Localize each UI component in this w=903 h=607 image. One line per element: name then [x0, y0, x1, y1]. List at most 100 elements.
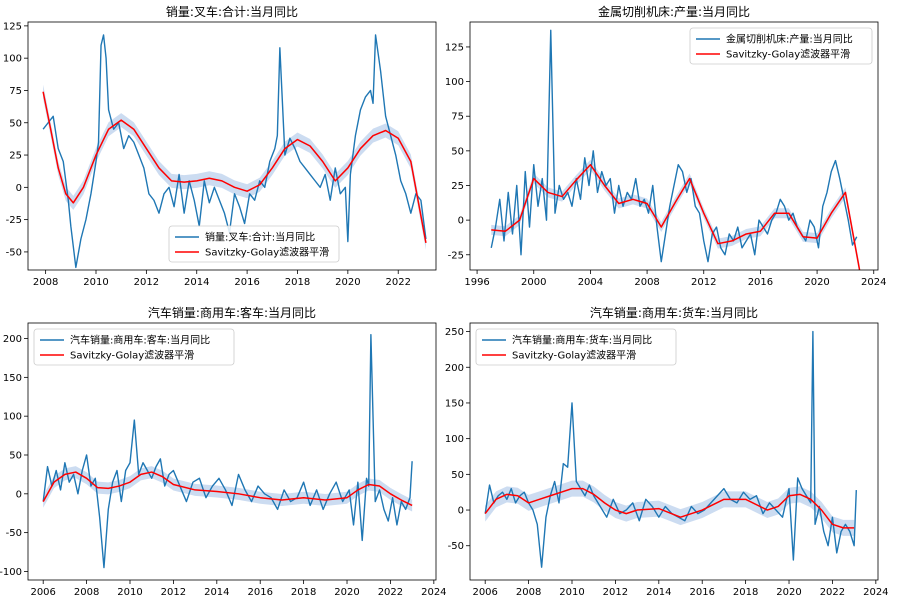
chart-panel-4: 汽车销量:商用车:货车:当月同比 2006 2008 2010 2012 2014 2016… — [445, 305, 889, 598]
y-tick-label: -25 — [448, 250, 464, 261]
x-tick-label: 2018 — [291, 587, 316, 598]
legend-label: Savitzky-Golay滤波器平滑 — [205, 246, 329, 259]
plot-area — [490, 29, 861, 270]
legend-label: 汽车销量:商用车:货车:当月同比 — [512, 334, 652, 347]
y-tick-label: -50 — [6, 528, 22, 539]
y-tick-label: 75 — [451, 112, 464, 123]
x-tick-label: 2016 — [247, 587, 272, 598]
x-tick-label: 2016 — [234, 277, 259, 288]
series-line-smoothed — [42, 91, 427, 244]
x-tick-label: 2018 — [733, 587, 758, 598]
x-tick-label: 2022 — [378, 587, 403, 598]
x-tick-label: 2020 — [776, 587, 801, 598]
chart-title: 销量:叉车:合计:当月同比 — [166, 4, 298, 19]
x-tick-label: 2008 — [74, 587, 99, 598]
y-tick-label: 25 — [451, 181, 464, 192]
x-tick-label: 2020 — [334, 587, 359, 598]
plot-area — [42, 333, 413, 569]
x-tick-label: 1996 — [464, 277, 489, 288]
x-tick-label: 2024 — [863, 587, 888, 598]
x-tick-label: 2006 — [472, 587, 497, 598]
x-tick-label: 2012 — [161, 587, 186, 598]
y-tick-label: 100 — [445, 77, 464, 88]
x-tick-label: 2010 — [83, 277, 108, 288]
y-tick-label: 0 — [16, 183, 22, 194]
y-tick-label: 250 — [445, 327, 464, 338]
legend-box — [33, 328, 235, 366]
x-tick-label: 2000 — [521, 277, 546, 288]
chart-panel-2: 金属切削机床:产量:当月同比 1996 2000 2004 2008 2012 2016 20… — [445, 4, 887, 288]
y-tick-label: -50 — [448, 541, 464, 552]
x-tick-label: 2010 — [117, 587, 142, 598]
x-tick-label: 2012 — [134, 277, 159, 288]
legend-box — [168, 225, 340, 263]
x-tick-label: 2004 — [578, 277, 603, 288]
x-tick-label: 2008 — [516, 587, 541, 598]
y-tick-label: 0 — [458, 216, 464, 227]
x-tick-label: 2010 — [559, 587, 584, 598]
legend-label: 销量:叉车:合计:当月同比 — [205, 231, 315, 244]
y-tick-label: 100 — [3, 54, 22, 65]
x-tick-label: 2020 — [804, 277, 829, 288]
y-tick-label: 0 — [458, 506, 464, 517]
x-tick-label: 2014 — [184, 277, 209, 288]
x-tick-label: 2018 — [285, 277, 310, 288]
y-tick-label: 50 — [451, 146, 464, 157]
y-tick-label: -50 — [6, 247, 22, 258]
x-tick-label: 2022 — [385, 277, 410, 288]
legend-label: 汽车销量:商用车:客车:当月同比 — [70, 334, 210, 347]
x-tick-label: 2024 — [861, 277, 886, 288]
legend-label: Savitzky-Golay滤波器平滑 — [70, 349, 194, 362]
smoothing-band — [491, 159, 860, 270]
legend-label: 金属切削机床:产量:当月同比 — [726, 33, 853, 46]
y-tick-label: 150 — [445, 398, 464, 409]
y-tick-label: -100 — [0, 567, 22, 578]
y-tick-label: 125 — [3, 21, 22, 32]
y-tick-label: 150 — [3, 373, 22, 384]
y-tick-label: 50 — [451, 470, 464, 481]
y-tick-label: 75 — [9, 86, 22, 97]
x-tick-label: 2006 — [30, 587, 55, 598]
y-tick-label: 0 — [16, 489, 22, 500]
y-tick-label: 25 — [9, 151, 22, 162]
legend-box — [475, 328, 677, 366]
y-tick-label: 50 — [9, 450, 22, 461]
series-line-smoothed — [42, 471, 413, 507]
y-tick-label: 50 — [9, 118, 22, 129]
x-tick-label: 2014 — [646, 587, 671, 598]
series-line-raw — [42, 333, 413, 569]
smoothing-band — [43, 84, 426, 250]
plot-frame — [27, 21, 437, 271]
x-tick-label: 2014 — [204, 587, 229, 598]
legend-box — [689, 27, 873, 65]
x-tick-label: 2020 — [335, 277, 360, 288]
legend-label: Savitzky-Golay滤波器平滑 — [512, 349, 636, 362]
series-line-raw — [484, 330, 857, 568]
series-line-smoothed — [484, 487, 855, 529]
plot-area — [484, 330, 857, 568]
series-line-smoothed — [491, 163, 861, 270]
chart-title: 金属切削机床:产量:当月同比 — [598, 4, 750, 19]
legend-label: Savitzky-Golay滤波器平滑 — [726, 48, 850, 61]
x-tick-label: 2012 — [691, 277, 716, 288]
x-tick-label: 2024 — [421, 587, 446, 598]
x-tick-label: 2022 — [820, 587, 845, 598]
plot-frame — [27, 322, 437, 581]
chart-title: 汽车销量:商用车:货车:当月同比 — [590, 305, 758, 320]
x-tick-label: 2016 — [689, 587, 714, 598]
y-tick-label: 125 — [445, 42, 464, 53]
series-line-raw — [42, 34, 427, 269]
y-tick-label: -25 — [6, 215, 22, 226]
legend: 汽车销量:商用车:客车:当月同比 Savitzky-Golay滤波器平滑 — [33, 328, 235, 366]
y-tick-label: 200 — [3, 334, 22, 345]
chart-title: 汽车销量:商用车:客车:当月同比 — [148, 305, 316, 320]
smoothing-band — [485, 480, 855, 536]
y-tick-label: 100 — [3, 412, 22, 423]
plot-area — [42, 34, 427, 269]
chart-panel-1: 销量:叉车:合计:当月同比 2008 2010 2012 2014 2016 2018 202… — [3, 4, 437, 288]
legend: 汽车销量:商用车:货车:当月同比 Savitzky-Golay滤波器平滑 — [475, 328, 677, 366]
plot-frame — [469, 322, 879, 581]
legend: 金属切削机床:产量:当月同比 Savitzky-Golay滤波器平滑 — [689, 27, 873, 65]
plot-frame — [469, 21, 879, 271]
x-tick-label: 2008 — [634, 277, 659, 288]
